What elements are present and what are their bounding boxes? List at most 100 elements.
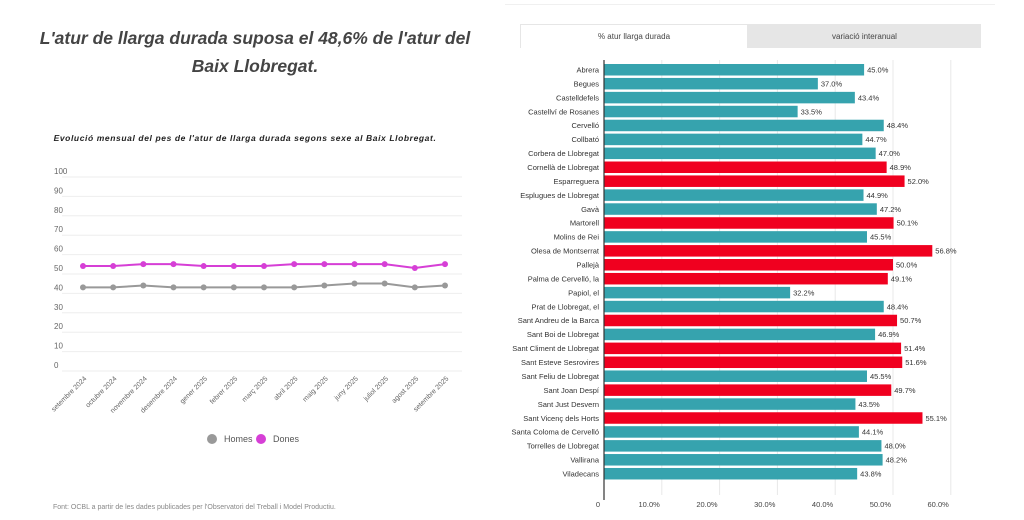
category-label: Collbató	[571, 135, 599, 144]
bar	[604, 119, 884, 132]
category-label: Sant Esteve Sesrovires	[521, 358, 599, 367]
category-label: Esparreguera	[554, 177, 600, 186]
data-label: 48.4%	[887, 302, 909, 311]
data-label: 43.5%	[858, 400, 880, 409]
data-point	[351, 280, 358, 287]
data-label: 43.4%	[858, 93, 880, 102]
source-note: Font: OCBL a partir de les dades publica…	[53, 504, 336, 511]
category-label: Sant Andreu de la Barca	[518, 316, 600, 325]
data-point	[442, 261, 448, 268]
data-point	[381, 280, 388, 287]
data-point	[80, 284, 86, 291]
category-label: Olesa de Montserrat	[531, 247, 600, 256]
data-point	[110, 263, 117, 270]
line-chart: 0 10 20 30 40 50 60 70 80 90 100 setembre 2024octub…	[50, 167, 462, 444]
x-tick-label: agost 2025	[391, 375, 421, 405]
data-point	[321, 261, 328, 268]
category-label: Prat de Llobregat, el	[531, 302, 599, 311]
x-tick-label: 10.0%	[639, 500, 661, 509]
bar	[604, 454, 883, 466]
x-tick-label: juny 2025	[333, 375, 360, 402]
x-tick-label: octubre 2024	[85, 375, 119, 409]
data-point	[140, 282, 147, 289]
y-tick-label: 0	[54, 361, 59, 370]
data-point	[381, 261, 388, 268]
bar	[604, 147, 876, 160]
category-label: Vallirana	[570, 456, 599, 465]
bar	[604, 300, 884, 313]
data-label: 45.0%	[867, 66, 889, 75]
data-label: 49.1%	[891, 274, 913, 283]
legend-label: Dones	[273, 434, 300, 444]
legend-marker-dones	[256, 434, 266, 444]
data-label: 48.2%	[886, 456, 908, 465]
y-tick-label: 70	[54, 225, 63, 234]
bar	[604, 272, 888, 285]
x-tick-label: 30.0%	[754, 500, 776, 509]
bar	[604, 467, 858, 480]
x-tick-label: 50.0%	[870, 500, 892, 509]
tab-atur-llarga-durada[interactable]: % atur llarga durada	[520, 24, 748, 48]
bar	[604, 77, 818, 90]
category-label: Papiol, el	[568, 288, 599, 297]
data-label: 45.5%	[870, 233, 892, 242]
y-tick-label: 30	[54, 303, 63, 312]
category-label: Cervelló	[571, 121, 599, 130]
bar	[604, 91, 855, 104]
data-label: 45.5%	[870, 372, 892, 381]
data-point	[200, 284, 207, 291]
data-label: 48.4%	[887, 121, 909, 130]
x-tick-label: 60.0%	[928, 500, 950, 509]
category-label: Viladecans	[562, 469, 599, 478]
data-label: 50.1%	[897, 219, 919, 228]
y-tick-label: 40	[54, 283, 63, 292]
bar	[604, 398, 856, 410]
data-label: 48.9%	[890, 163, 912, 172]
data-label: 50.0%	[896, 261, 918, 270]
bar	[604, 161, 887, 174]
data-point	[411, 284, 418, 291]
data-label: 55.1%	[925, 414, 947, 423]
data-label: 43.8%	[860, 469, 882, 478]
bar	[604, 189, 864, 201]
bar	[604, 175, 905, 187]
x-tick-label: març 2025	[241, 375, 269, 403]
category-label: Sant Feliu de Llobregat	[521, 372, 599, 381]
x-tick-label: gener 2025	[179, 375, 209, 405]
data-point	[261, 263, 267, 270]
y-tick-label: 100	[54, 167, 68, 176]
y-tick-label: 20	[54, 322, 63, 331]
category-label: Pallejà	[576, 261, 599, 270]
category-label: Torrelles de Llobregat	[527, 442, 600, 451]
bar	[604, 64, 865, 76]
tab-variacio-interanual[interactable]: variació interanual	[748, 24, 981, 48]
data-point	[170, 284, 177, 291]
data-label: 56.8%	[935, 247, 957, 256]
data-point	[321, 282, 328, 289]
bar	[604, 314, 898, 327]
y-tick-label: 60	[54, 245, 63, 254]
y-tick-label: 80	[54, 206, 63, 215]
category-label: Sant Climent de Llobregat	[512, 344, 600, 353]
data-point	[80, 263, 86, 270]
bar	[604, 426, 859, 438]
data-label: 44.7%	[865, 135, 887, 144]
category-label: Corbera de Llobregat	[528, 149, 600, 158]
x-tick-label: febrer 2025	[209, 375, 239, 405]
data-point	[230, 263, 237, 270]
category-label: Gavà	[581, 205, 600, 214]
category-label: Sant Just Desvern	[538, 400, 599, 409]
category-label: Begues	[574, 79, 600, 88]
data-label: 49.7%	[894, 386, 916, 395]
bar	[604, 440, 882, 452]
bar	[604, 328, 876, 341]
headline: L'atur de llarga durada suposa el 48,6% …	[39, 28, 471, 76]
bar	[604, 412, 923, 424]
data-point	[351, 261, 358, 268]
line-chart-title: Evolució mensual del pes de l'atur de ll…	[53, 133, 437, 143]
x-tick-label: maig 2025	[302, 375, 330, 403]
data-label: 52.0%	[908, 177, 930, 186]
data-label: 51.4%	[904, 344, 926, 353]
data-point	[261, 284, 267, 291]
legend-marker-homes	[207, 434, 217, 444]
